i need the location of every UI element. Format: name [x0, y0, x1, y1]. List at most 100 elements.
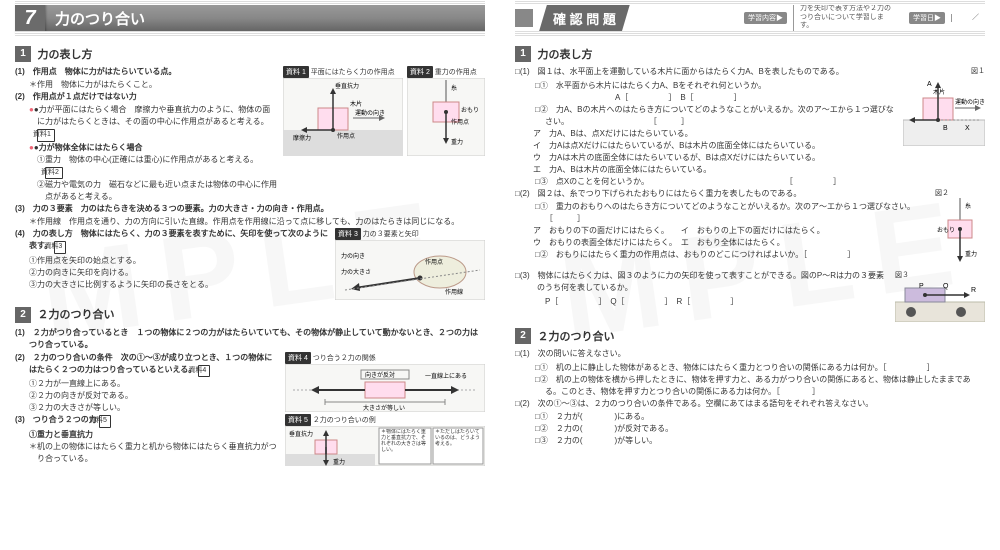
- r-figure-3: P Q R: [895, 280, 985, 322]
- text: ①重力と垂直抗力: [15, 429, 279, 441]
- svg-text:B: B: [943, 125, 948, 132]
- answer-blank[interactable]: P［ ］ Q［ ］ R［ ］: [515, 296, 889, 308]
- svg-text:糸: 糸: [451, 84, 457, 92]
- svg-text:垂直抗力: 垂直抗力: [335, 82, 359, 90]
- text: ③２力の大きさが等しい。: [15, 402, 279, 414]
- fig-label: 図２: [935, 188, 985, 198]
- svg-text:摩擦力: 摩擦力: [293, 134, 311, 142]
- question: □① 水平面から木片にはたらく力A、Bをそれぞれ何というか。: [515, 80, 897, 92]
- svg-text:運動の向き: 運動の向き: [355, 109, 385, 117]
- svg-text:重力: 重力: [333, 458, 345, 466]
- svg-text:作用点: 作用点: [425, 258, 443, 266]
- text: ②２力の向きが反対である。: [15, 390, 279, 402]
- r-section-2-head: 2 ２力のつり合い: [515, 328, 985, 344]
- text: (2) ２力のつり合いの条件 次の①～③が成り立つとき、１つの物体にはたらく２つ…: [15, 352, 279, 378]
- chapter-number: 7: [15, 3, 45, 33]
- svg-text:重力: 重力: [965, 250, 977, 258]
- option: ウ おもりの表面全体だけにはたらく。 エ おもり全体にはたらく。: [515, 237, 929, 249]
- fig-label: 資料 2: [407, 66, 433, 78]
- svg-text:A: A: [927, 81, 932, 88]
- fig-label: 資料 1: [283, 66, 309, 78]
- r-section-1-head: 1 力の表し方: [515, 46, 985, 62]
- section-title: 力の表し方: [538, 46, 593, 62]
- svg-text:大きさが等しい: 大きさが等しい: [363, 404, 405, 412]
- meta-text: 力を矢印で表す方法や２力のつり合いについて学習します。: [793, 5, 903, 30]
- question: □② ２力の( )が反対である。: [515, 423, 985, 435]
- meta-text: ／: [951, 14, 985, 22]
- text: ②力の向きに矢印を向ける。: [15, 267, 329, 279]
- question: □(1) 図１は、水平面上を運動している木片に面からはたらく力A、Bを表したもの…: [515, 66, 897, 78]
- fig-label: 図１: [903, 66, 985, 76]
- option: ウ 力Aは木片の底面全体にはたらいているが、Bは点Xだけにはたらいている。: [515, 152, 897, 164]
- svg-text:作用点: 作用点: [337, 132, 355, 140]
- section-title: 力の表し方: [38, 46, 93, 62]
- review-tab: 確 認 問 題: [539, 5, 630, 32]
- text: ②磁力や電気の力 磁石などに最も近い点または物体の中心に作用点があると考える。: [15, 179, 277, 203]
- svg-text:向きが反対: 向きが反対: [365, 371, 395, 379]
- svg-text:おもり: おもり: [461, 107, 479, 114]
- section-num: 2: [15, 307, 31, 323]
- svg-text:運動の向き: 運動の向き: [955, 98, 985, 106]
- svg-text:重力: 重力: [451, 138, 463, 146]
- fig-label: 資料 4: [285, 352, 311, 364]
- svg-text:P: P: [919, 283, 924, 290]
- fig-caption: 力の３要素と矢印: [363, 231, 419, 238]
- text: ①作用点を矢印の始点とする。: [15, 255, 329, 267]
- figure-5: 垂直抗力 重力 ＊物体にはたらく重力と垂直抗力で、それぞれの大きさは等しい。 ＊…: [285, 426, 485, 466]
- svg-text:Q: Q: [943, 283, 949, 290]
- svg-text:X: X: [965, 125, 970, 132]
- text: (1) ２力がつり合っているとき １つの物体に２つの力がはたらいていても、その物…: [15, 327, 485, 351]
- r-figure-2: 糸 おもり 重力: [935, 198, 985, 270]
- text: ●●力が平面にはたらく場合 摩擦力や垂直抗力のように、物体の面に力がはたらくとき…: [15, 104, 277, 142]
- fig-caption: 重力の作用点: [435, 69, 477, 76]
- fig-caption: ２力のつり合いの例: [313, 417, 376, 424]
- meta-label: 学習日▶: [909, 12, 945, 24]
- text: (3) つり合う２つの力 資料5: [15, 414, 279, 428]
- fig-caption: 平面にはたらく力の作用点: [311, 69, 395, 76]
- text: ＊作用線 作用点を通り、力の方向に引いた直線。作用点を作用線に沿って点に移しても…: [15, 216, 485, 228]
- question: □(1) 次の問いに答えなさい。: [515, 348, 985, 360]
- option: イ 力Aは点Xだけにはたらいているが、Bは木片の底面全体にはたらいている。: [515, 140, 897, 152]
- svg-text:力の大きさ: 力の大きさ: [341, 268, 371, 276]
- svg-text:一直線上にある: 一直線上にある: [425, 372, 467, 380]
- svg-text:木片: 木片: [350, 100, 362, 108]
- figure-3: 力の向き 力の大きさ 作用点 作用線: [335, 240, 485, 300]
- figure-4: 向きが反対 一直線上にある 大きさが等しい: [285, 364, 485, 412]
- chapter-header: 7 力のつり合い: [15, 5, 485, 31]
- figure-2: 糸 おもり 作用点 重力: [407, 78, 485, 156]
- question: □① ２力が( )にある。: [515, 411, 985, 423]
- section-num: 2: [515, 328, 531, 344]
- question: □(2) 図２は、糸でつり下げられたおもりにはたらく重力を表したものである。: [515, 188, 929, 200]
- fig-label: 資料 3: [335, 228, 361, 240]
- section-title: ２力のつり合い: [538, 328, 615, 344]
- question: □② 力A、Bの木片へのはたらき方についてどのようなことがいえるか。次のア〜エか…: [515, 104, 897, 128]
- question: □③ ２力の( )が等しい。: [515, 435, 985, 447]
- option: ア 力A、Bは、点Xだけにはたらいている。: [515, 128, 897, 140]
- figure-1: 垂直抗力 木片 運動の向き 摩擦力 作用点: [283, 78, 403, 156]
- svg-text:作用線: 作用線: [445, 288, 463, 296]
- fig-label: 資料 5: [285, 414, 311, 426]
- section-num: 1: [15, 46, 31, 62]
- fig-label: 図３: [895, 270, 985, 280]
- question: □② おもりにはたらく重力の作用点は、おもりのどこにつければよいか。［ ］: [515, 249, 929, 261]
- question: □① 重力のおもりへのはたらき方についてどのようなことがいえるか。次のア〜エから…: [515, 201, 929, 225]
- text: ●●力が物体全体にはたらく場合: [15, 142, 277, 154]
- text: (2) 作用点が１点だけではない力: [15, 91, 277, 103]
- text: ①２力が一直線上にある。: [15, 378, 279, 390]
- section-num: 1: [515, 46, 531, 62]
- question: □(3) 物体にはたらく力は、図３のように力の矢印を使って表すことができる。図の…: [515, 270, 889, 295]
- fig-caption: つり合う２力の関係: [313, 355, 376, 362]
- svg-text:R: R: [971, 287, 976, 294]
- r-figure-1: 木片 運動の向き A B X: [903, 76, 985, 146]
- text: (4) 力の表し方 物体にはたらく、力の３要素を表すために、矢印を使って次のよう…: [15, 228, 329, 254]
- section-2-head: 2 ２力のつり合い: [15, 306, 485, 322]
- option: ア おもりの下の面だけにはたらく。 イ おもりの上下の面だけにはたらく。: [515, 225, 929, 237]
- question: □(2) 次の①〜③は、２力のつり合いの条件である。空欄にあてはまる語句をそれぞ…: [515, 398, 985, 410]
- answer-blank[interactable]: A［ ］ B［ ］: [515, 92, 897, 104]
- chapter-title: 力のつり合い: [55, 8, 145, 29]
- svg-text:力の向き: 力の向き: [341, 252, 365, 260]
- question: □② 机の上の物体を横から押したときに、物体を押す力と、ある力がつり合いの関係に…: [515, 374, 985, 398]
- svg-text:糸: 糸: [965, 202, 971, 210]
- section-1-head: 1 力の表し方: [15, 46, 485, 62]
- svg-text:おもり: おもり: [937, 227, 955, 234]
